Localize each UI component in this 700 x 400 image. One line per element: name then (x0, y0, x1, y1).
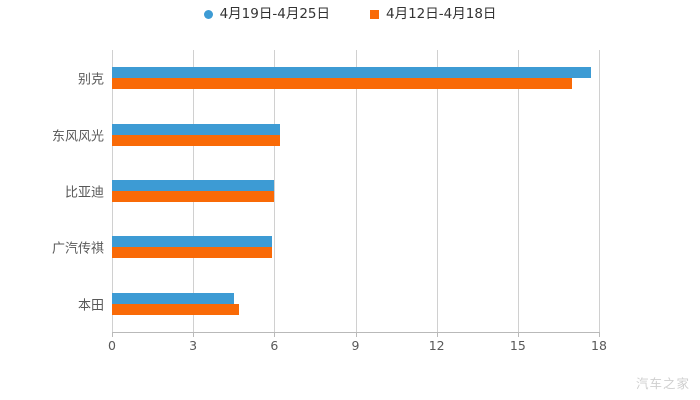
x-tick-label-9: 9 (351, 338, 360, 353)
x-tick-label-12: 12 (428, 338, 445, 353)
y-axis-label: 本田 (77, 298, 104, 314)
bar[interactable] (112, 236, 272, 248)
bar[interactable] (112, 67, 591, 79)
x-tick-12 (436, 332, 438, 337)
bar[interactable] (112, 303, 240, 315)
chart-legend: 4月19日-4月25日 4月12日-4月18日 (0, 6, 700, 22)
bar-group (112, 67, 599, 90)
legend-label-series-1: 4月19日-4月25日 (219, 6, 330, 22)
legend-square-icon (370, 10, 379, 20)
bar[interactable] (112, 78, 572, 90)
bar[interactable] (112, 180, 275, 191)
x-tick-0 (112, 332, 113, 337)
gridline-9 (355, 50, 357, 332)
y-axis-label: 比亚迪 (64, 185, 104, 201)
x-tick-3 (193, 332, 195, 337)
bar[interactable] (112, 123, 280, 135)
x-tick-6 (274, 332, 276, 337)
bar-group (112, 292, 599, 315)
bar[interactable] (112, 191, 275, 202)
plot-area (112, 50, 600, 332)
gridline-15 (517, 50, 519, 332)
x-tick-9 (355, 332, 357, 337)
x-tick-label-6: 6 (270, 338, 279, 353)
bar-group (112, 180, 599, 202)
x-tick-label-18: 18 (591, 338, 607, 353)
legend-item-series-1[interactable]: 4月19日-4月25日 (203, 6, 330, 22)
y-axis-label: 东风风光 (51, 129, 104, 145)
legend-label-series-2: 4月12日-4月18日 (386, 6, 497, 22)
x-tick-label-3: 3 (189, 338, 198, 353)
legend-dot-icon (203, 10, 213, 20)
y-axis-label: 广汽传祺 (51, 241, 104, 257)
x-tick-label-0: 0 (108, 338, 116, 353)
gridline-6 (274, 50, 276, 332)
bar[interactable] (112, 134, 280, 146)
bar[interactable] (112, 292, 234, 304)
gridline-12 (436, 50, 438, 332)
bar-group (112, 236, 599, 259)
y-axis-labels: 别克东风风光比亚迪广汽传祺本田 (0, 0, 112, 400)
y-axis-label: 别克 (77, 72, 104, 88)
watermark: 汽车之家 (635, 376, 690, 391)
x-tick-18 (599, 332, 600, 337)
bar[interactable] (112, 247, 272, 259)
legend-item-series-2[interactable]: 4月12日-4月18日 (370, 6, 497, 22)
bar-group (112, 123, 599, 146)
x-tick-15 (517, 332, 519, 337)
gridline-18 (599, 50, 600, 332)
x-tick-label-15: 15 (509, 338, 526, 353)
